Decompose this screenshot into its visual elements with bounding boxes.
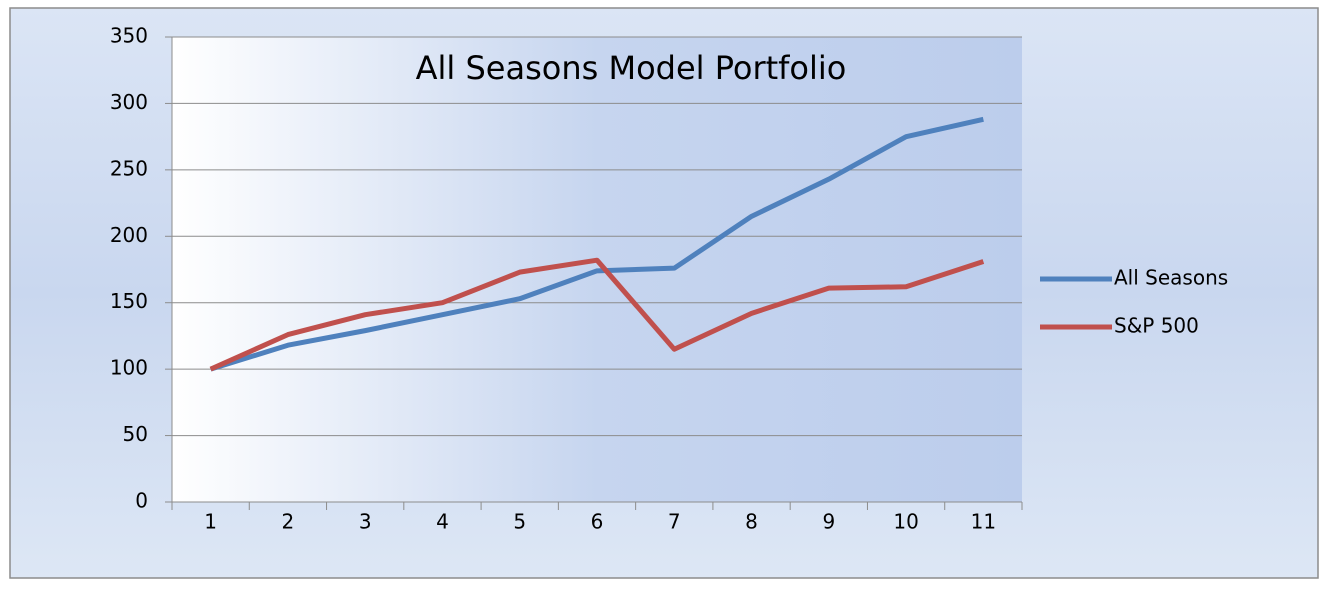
y-tick-label: 150 bbox=[110, 289, 148, 313]
y-tick-label: 0 bbox=[135, 489, 148, 513]
series-line bbox=[209, 257, 985, 372]
legend-label: S&P 500 bbox=[1114, 314, 1199, 338]
x-tick-label: 6 bbox=[591, 510, 604, 534]
x-tick-label: 9 bbox=[822, 510, 835, 534]
x-tick-label: 8 bbox=[745, 510, 758, 534]
y-tick-label: 200 bbox=[110, 223, 148, 247]
x-tick-label: 7 bbox=[668, 510, 681, 534]
series-line bbox=[209, 116, 984, 372]
x-tick-label: 11 bbox=[971, 510, 996, 534]
chart-title: All Seasons Model Portfolio bbox=[416, 49, 847, 87]
y-tick-label: 50 bbox=[123, 422, 148, 446]
y-tick-label: 300 bbox=[110, 90, 148, 114]
x-tick-label: 10 bbox=[893, 510, 918, 534]
y-tick-label: 100 bbox=[110, 356, 148, 380]
x-tick-label: 3 bbox=[359, 510, 372, 534]
x-tick-label: 4 bbox=[436, 510, 449, 534]
y-tick-label: 350 bbox=[110, 24, 148, 48]
x-tick-label: 5 bbox=[513, 510, 526, 534]
x-tick-label: 2 bbox=[282, 510, 295, 534]
y-tick-label: 250 bbox=[110, 156, 148, 180]
x-tick-label: 1 bbox=[204, 510, 217, 534]
legend-label: All Seasons bbox=[1114, 266, 1228, 290]
